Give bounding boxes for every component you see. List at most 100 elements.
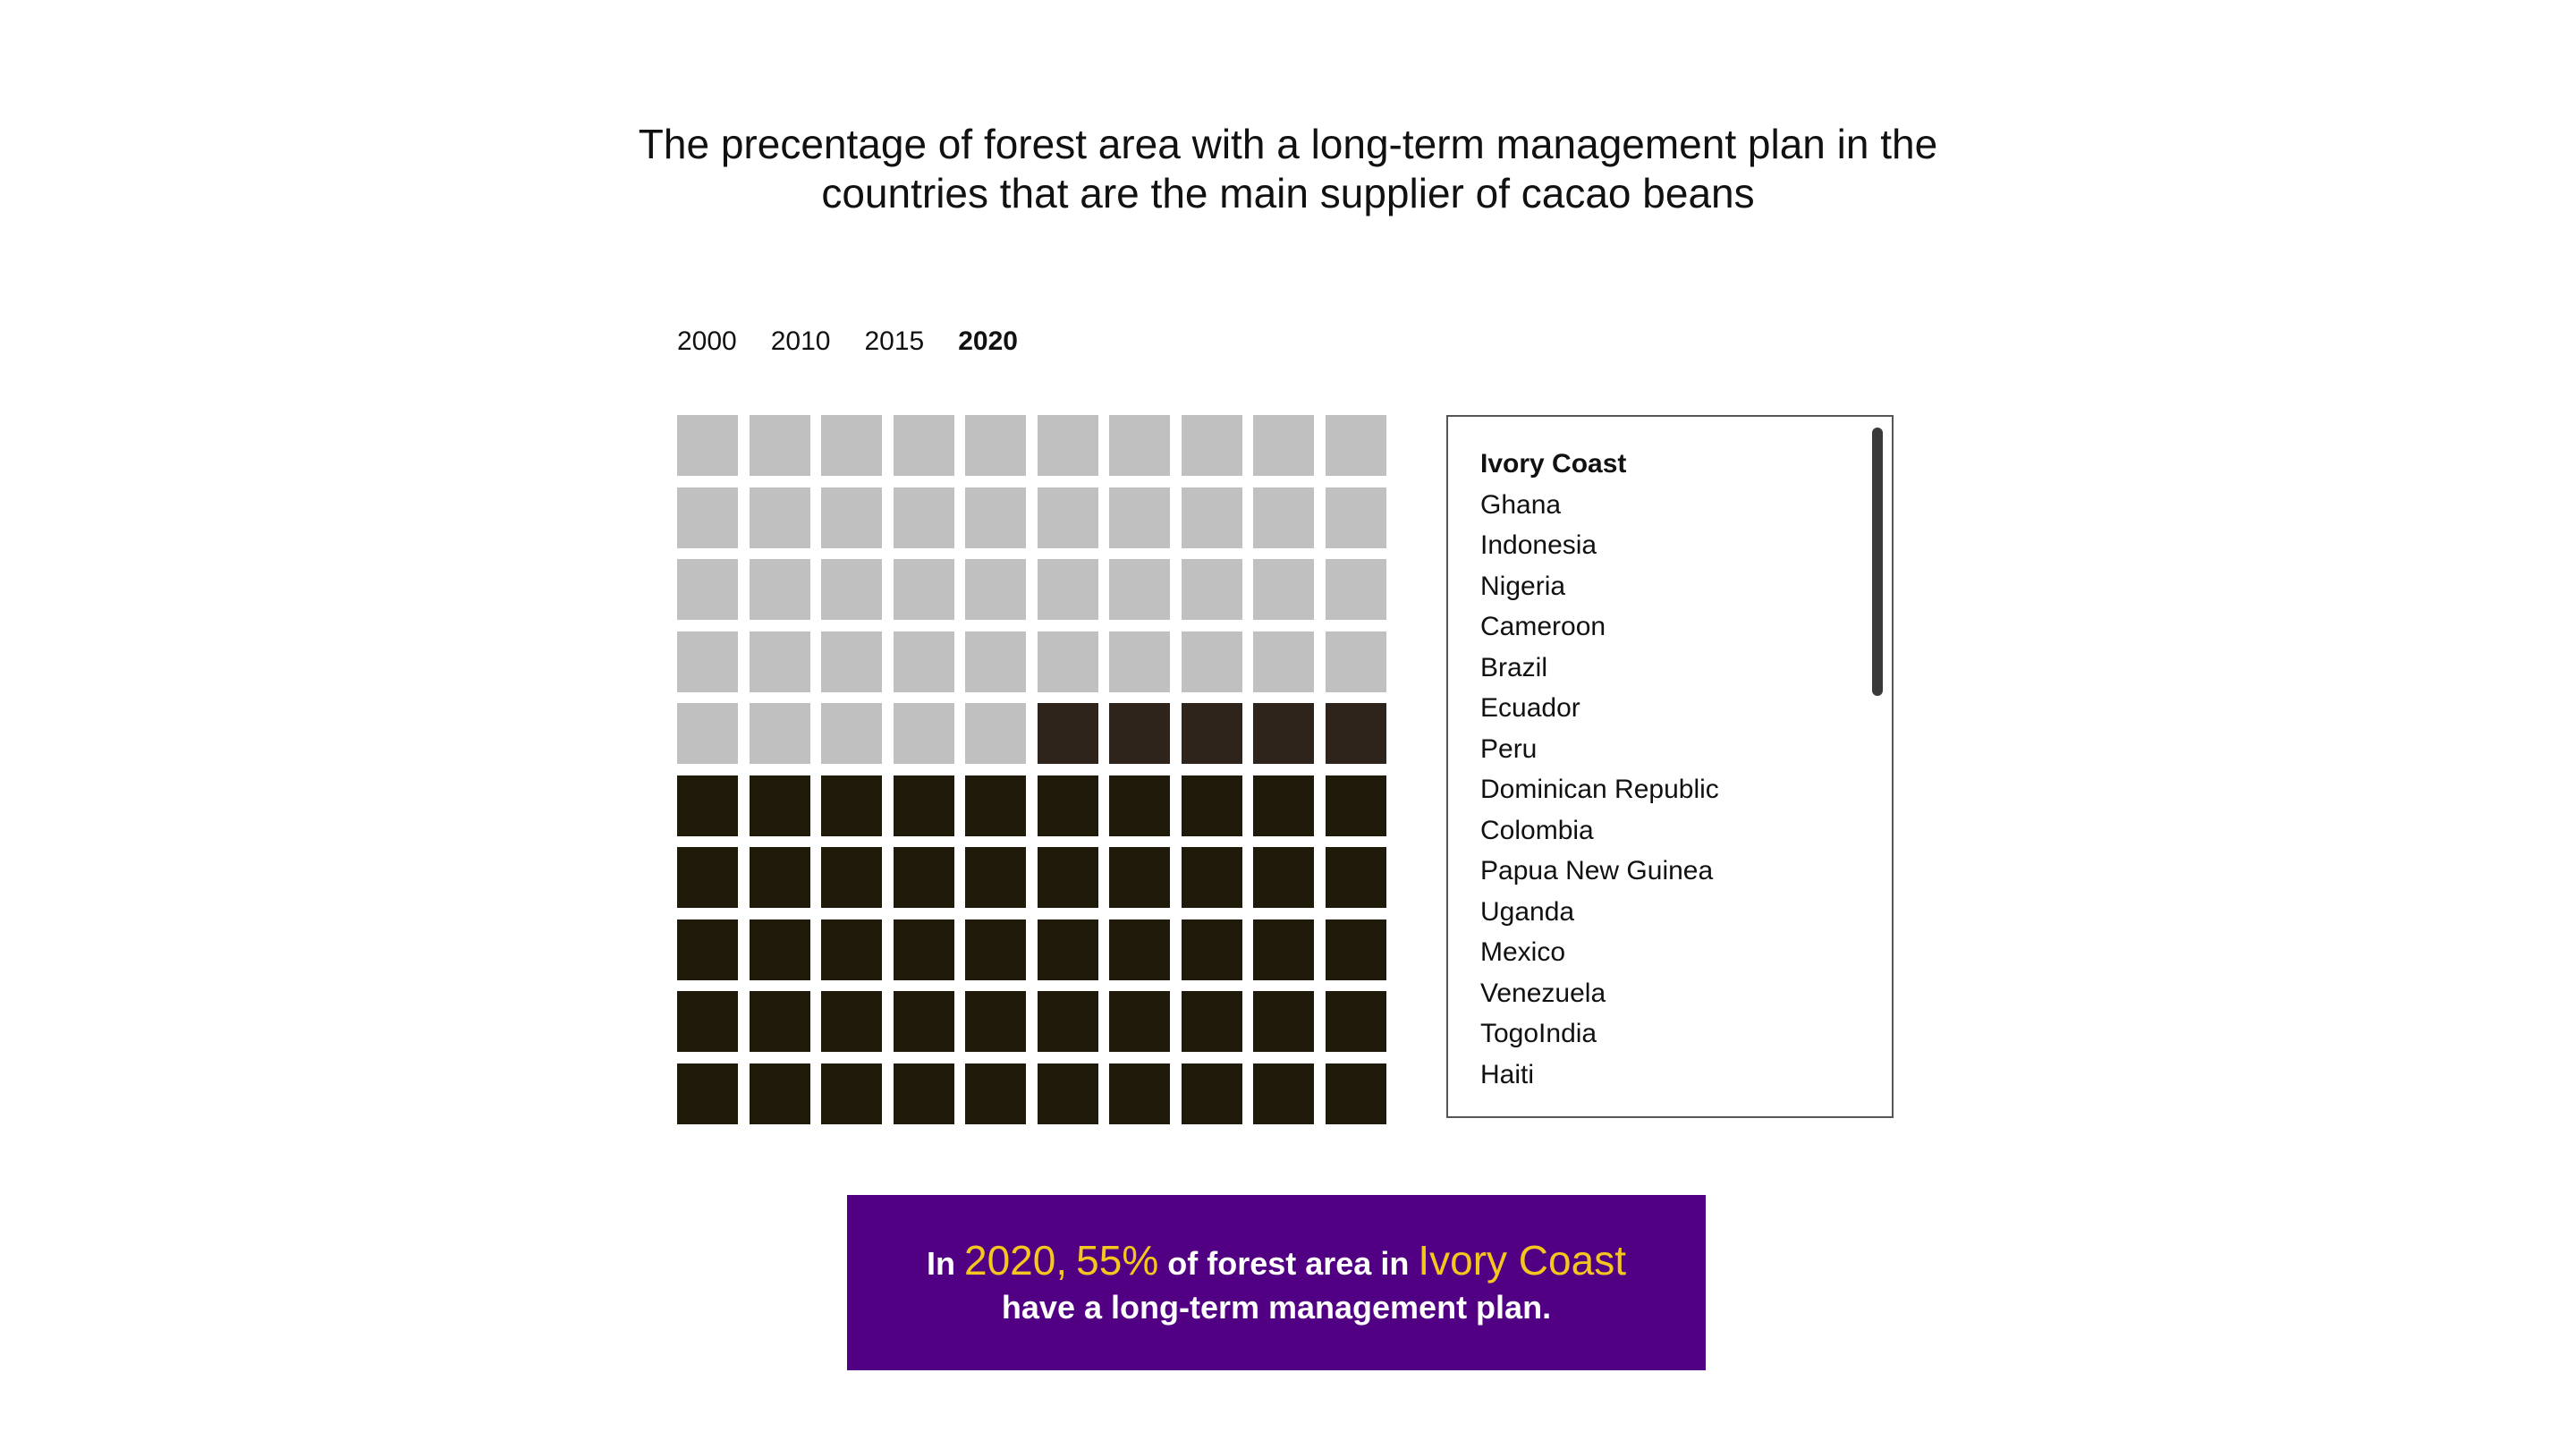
country-item[interactable]: Ecuador <box>1480 693 1580 723</box>
waffle-cell <box>1253 487 1314 548</box>
list-scrollbar[interactable] <box>1872 428 1883 696</box>
waffle-cell <box>1325 703 1386 764</box>
country-list-box: Ivory Coast Ghana Indonesia Nigeria Cameroon… <box>1446 415 1894 1118</box>
waffle-cell <box>677 775 738 836</box>
waffle-cell <box>893 919 954 980</box>
waffle-cell <box>1253 991 1314 1052</box>
waffle-cell <box>821 775 882 836</box>
waffle-cell <box>1253 919 1314 980</box>
waffle-cell <box>1037 487 1098 548</box>
waffle-cell <box>677 631 738 692</box>
country-item[interactable]: Uganda <box>1480 896 1575 927</box>
waffle-cell <box>1037 991 1098 1052</box>
waffle-cell <box>1037 415 1098 476</box>
waffle-grid <box>677 415 1386 1124</box>
country-item[interactable]: Ivory Coast <box>1480 449 1627 479</box>
country-item[interactable]: Mexico <box>1480 937 1566 967</box>
year-2000-button[interactable]: 2000 <box>677 326 737 356</box>
waffle-cell <box>1181 703 1242 764</box>
waffle-cell <box>1181 487 1242 548</box>
country-item[interactable]: Dominican Republic <box>1480 775 1719 804</box>
waffle-cell <box>893 991 954 1052</box>
waffle-cell <box>1109 703 1170 764</box>
waffle-cell <box>821 487 882 548</box>
waffle-cell <box>821 703 882 764</box>
waffle-cell <box>821 991 882 1052</box>
waffle-cell <box>965 415 1026 476</box>
waffle-cell <box>1109 487 1170 548</box>
waffle-cell <box>1109 991 1170 1052</box>
waffle-cell <box>1109 775 1170 836</box>
waffle-cell <box>677 919 738 980</box>
year-selector: 2000 2010 2015 2020 <box>677 322 1052 361</box>
country-item[interactable]: Cameroon <box>1480 612 1606 641</box>
title-line-1: The precentage of forest area with a lon… <box>638 121 1938 167</box>
country-item[interactable]: Haiti <box>1480 1059 1535 1089</box>
waffle-cell <box>1325 775 1386 836</box>
waffle-cell <box>1037 1063 1098 1124</box>
waffle-cell <box>677 847 738 908</box>
summary-country: Ivory Coast <box>1418 1237 1626 1284</box>
country-list: Ivory Coast Ghana Indonesia Nigeria Cameroon… <box>1480 444 1719 1095</box>
waffle-cell <box>749 847 810 908</box>
title-line-2: countries that are the main supplier of … <box>821 170 1755 216</box>
waffle-cell <box>893 703 954 764</box>
year-2015-button[interactable]: 2015 <box>864 326 925 356</box>
waffle-cell <box>1109 631 1170 692</box>
waffle-cell <box>1037 847 1098 908</box>
country-item[interactable]: Indonesia <box>1480 530 1597 560</box>
waffle-cell <box>821 919 882 980</box>
waffle-cell <box>677 991 738 1052</box>
summary-line-1: In 2020, 55% of forest area in Ivory Coa… <box>847 1237 1706 1287</box>
country-item[interactable]: Brazil <box>1480 652 1548 682</box>
year-2020-button[interactable]: 2020 <box>958 326 1018 356</box>
waffle-cell <box>821 415 882 476</box>
waffle-cell <box>1181 919 1242 980</box>
country-item[interactable]: Ghana <box>1480 489 1562 520</box>
waffle-cell <box>749 559 810 620</box>
summary-line-2: have a long-term management plan. <box>1001 1289 1552 1326</box>
waffle-cell <box>1253 415 1314 476</box>
waffle-cell <box>749 703 810 764</box>
waffle-cell <box>1037 919 1098 980</box>
waffle-cell <box>965 631 1026 692</box>
waffle-cell <box>1325 415 1386 476</box>
waffle-cell <box>1325 991 1386 1052</box>
waffle-cell <box>965 991 1026 1052</box>
waffle-cell <box>1181 991 1242 1052</box>
waffle-cell <box>1181 631 1242 692</box>
waffle-cell <box>677 1063 738 1124</box>
country-item[interactable]: Peru <box>1480 733 1538 764</box>
waffle-cell <box>749 415 810 476</box>
waffle-cell <box>1325 847 1386 908</box>
waffle-cell <box>1181 775 1242 836</box>
waffle-cell <box>1253 847 1314 908</box>
country-item[interactable]: Nigeria <box>1480 571 1566 601</box>
waffle-cell <box>965 559 1026 620</box>
waffle-cell <box>1253 1063 1314 1124</box>
country-item[interactable]: TogoIndia <box>1480 1019 1597 1048</box>
waffle-cell <box>893 487 954 548</box>
waffle-cell <box>965 1063 1026 1124</box>
waffle-cell <box>749 775 810 836</box>
waffle-cell <box>1325 631 1386 692</box>
country-item[interactable]: Colombia <box>1480 815 1594 845</box>
year-2010-button[interactable]: 2010 <box>770 326 831 356</box>
summary-percent: 55% <box>1076 1237 1159 1284</box>
waffle-cell <box>1037 703 1098 764</box>
waffle-cell <box>1181 415 1242 476</box>
waffle-cell <box>1325 919 1386 980</box>
waffle-cell <box>1181 847 1242 908</box>
waffle-cell <box>1109 919 1170 980</box>
waffle-cell <box>749 991 810 1052</box>
country-item[interactable]: Venezuela <box>1480 978 1606 1008</box>
waffle-cell <box>965 703 1026 764</box>
waffle-cell <box>893 415 954 476</box>
chart-title: The precentage of forest area with a lon… <box>394 120 2182 218</box>
waffle-cell <box>749 487 810 548</box>
waffle-cell <box>1109 847 1170 908</box>
waffle-cell <box>677 559 738 620</box>
summary-banner: In 2020, 55% of forest area in Ivory Coa… <box>847 1195 1706 1370</box>
waffle-cell <box>821 1063 882 1124</box>
country-item[interactable]: Papua New Guinea <box>1480 856 1714 886</box>
